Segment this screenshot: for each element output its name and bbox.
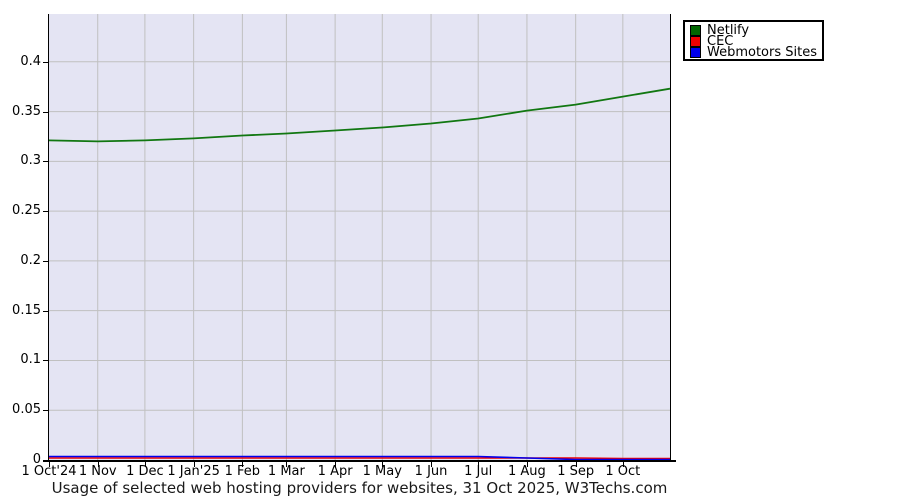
legend-label: Webmotors Sites bbox=[707, 45, 817, 60]
legend-swatch-icon bbox=[690, 47, 701, 58]
y-tick-mark bbox=[43, 310, 49, 312]
x-tick-label: 1 Feb bbox=[224, 464, 261, 479]
series-line-cec bbox=[49, 457, 670, 460]
y-tick-label: 0.35 bbox=[12, 103, 41, 119]
x-tick-label: 1 Apr bbox=[317, 464, 353, 479]
x-tick-label: 1 Jan'25 bbox=[167, 464, 220, 479]
plot-area bbox=[49, 14, 670, 460]
y-tick-label: 0.3 bbox=[20, 153, 41, 169]
x-tick-mark bbox=[242, 462, 244, 467]
x-tick-mark bbox=[478, 462, 480, 467]
legend-label: Netlify bbox=[707, 23, 750, 38]
y-tick-label: 0.25 bbox=[12, 203, 41, 219]
y-tick-mark bbox=[43, 460, 49, 461]
x-tick-label: 1 Jun bbox=[414, 464, 448, 479]
x-tick-mark bbox=[193, 462, 195, 467]
x-tick-label: 1 Mar bbox=[267, 464, 305, 479]
x-tick-label: 1 Oct bbox=[605, 464, 641, 479]
x-tick-mark bbox=[575, 462, 577, 467]
y-tick-mark bbox=[43, 61, 49, 63]
x-tick-label: 1 May bbox=[362, 464, 402, 479]
y-tick-label: 0.05 bbox=[12, 402, 41, 418]
x-tick-label: 1 Sep bbox=[557, 464, 595, 479]
x-tick-label: 1 Nov bbox=[78, 464, 117, 479]
x-tick-label: 1 Jul bbox=[464, 464, 493, 479]
series-line-netlify bbox=[49, 87, 670, 143]
legend-swatch-icon bbox=[690, 36, 701, 47]
x-tick-label: 1 Aug bbox=[508, 464, 546, 479]
x-tick-mark bbox=[622, 462, 624, 467]
y-axis-line bbox=[48, 14, 49, 462]
legend-swatch-icon bbox=[690, 25, 701, 36]
x-tick-mark bbox=[144, 462, 146, 467]
x-tick-mark bbox=[97, 462, 99, 467]
y-tick-mark bbox=[43, 211, 49, 213]
x-tick-mark bbox=[526, 462, 528, 467]
plot-background bbox=[49, 14, 670, 460]
x-tick-mark bbox=[335, 462, 337, 467]
plot-svg bbox=[49, 14, 670, 460]
x-tick-label: 1 Dec bbox=[126, 464, 164, 479]
legend-row: Netlify bbox=[690, 23, 818, 38]
plot-right-border bbox=[670, 14, 671, 460]
y-tick-mark bbox=[43, 260, 49, 262]
x-tick-mark bbox=[382, 462, 384, 467]
x-tick-label: 1 Oct'24 bbox=[21, 464, 77, 479]
legend-row: Webmotors Sites bbox=[690, 45, 818, 60]
y-tick-label: 0.15 bbox=[12, 302, 41, 318]
y-tick-mark bbox=[43, 410, 49, 412]
y-tick-mark bbox=[43, 111, 49, 113]
y-tick-label: 0 bbox=[32, 452, 41, 467]
x-tick-mark bbox=[286, 462, 288, 467]
series-line-webmotors-sites bbox=[49, 455, 670, 460]
y-tick-label: 0.2 bbox=[20, 252, 41, 268]
legend: Netlify CEC Webmotors Sites bbox=[683, 20, 824, 61]
y-tick-mark bbox=[43, 360, 49, 362]
x-tick-mark bbox=[49, 462, 50, 467]
chart-title: Usage of selected web hosting providers … bbox=[51, 479, 668, 497]
y-tick-label: 0.4 bbox=[20, 53, 41, 69]
x-axis-line bbox=[43, 460, 676, 462]
x-tick-mark bbox=[431, 462, 433, 467]
y-tick-mark bbox=[43, 161, 49, 163]
legend-label: CEC bbox=[707, 34, 734, 49]
y-tick-label: 0.1 bbox=[20, 352, 41, 368]
legend-row: CEC bbox=[690, 34, 818, 49]
